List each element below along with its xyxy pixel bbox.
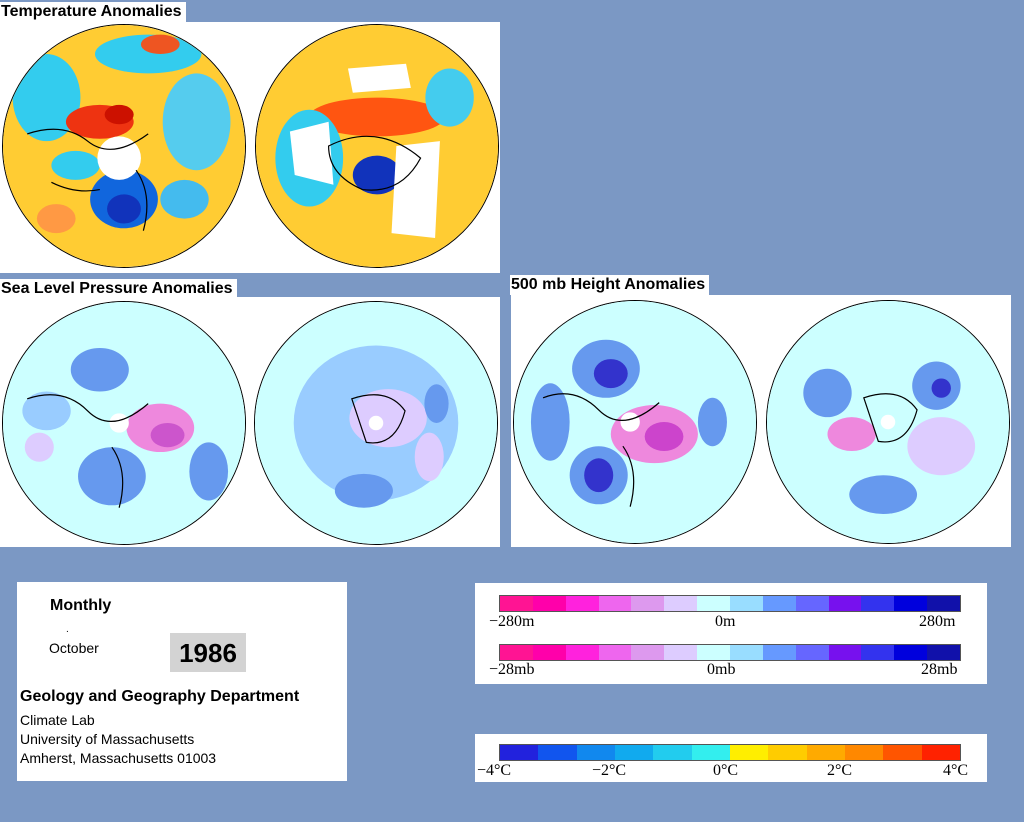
temperature-swatch (883, 745, 922, 760)
height-globe-arctic (513, 300, 757, 544)
pressure-color-bar (499, 644, 961, 661)
temp-tick-plus2: 2°C (827, 762, 853, 779)
pressure-tick-zero: 0mb (707, 661, 736, 678)
temperature-color-bar (499, 744, 961, 761)
slp-globe-arctic (2, 301, 246, 545)
pressure-swatch (828, 645, 862, 660)
temp-tick-minus2: −2°C (592, 762, 627, 779)
temperature-title: Temperature Anomalies (0, 2, 186, 22)
pressure-swatch (500, 645, 533, 660)
anomaly-legend-panel: −280m 0m 280m −28mb 0mb 28mb (475, 583, 987, 684)
pressure-swatch (631, 645, 665, 660)
pressure-swatch (730, 645, 763, 660)
temperature-swatch (806, 745, 845, 760)
height-swatch (828, 596, 862, 611)
year-label: 1986 (170, 633, 246, 672)
height-swatch (664, 596, 698, 611)
temperature-swatch (844, 745, 884, 760)
decorative-dot: . (66, 624, 69, 635)
period-label: Monthly (50, 597, 112, 614)
slp-globe-antarctic (254, 301, 498, 545)
height-swatch (927, 596, 961, 611)
pressure-swatch (697, 645, 731, 660)
temperature-swatch (729, 745, 769, 760)
temperature-swatch (614, 745, 654, 760)
slp-title: Sea Level Pressure Anomalies (0, 279, 237, 299)
height-title: 500 mb Height Anomalies (510, 275, 710, 295)
temperature-swatch (921, 745, 960, 760)
height-swatch (532, 596, 566, 611)
pressure-swatch (565, 645, 599, 660)
temp-tick-plus4: 4°C (943, 762, 969, 779)
month-label: October (49, 640, 99, 656)
pressure-swatch (762, 645, 796, 660)
university-label: University of Massachusetts (20, 731, 195, 747)
temperature-swatch (500, 745, 539, 760)
height-swatch (697, 596, 731, 611)
temperature-swatch (768, 745, 807, 760)
lab-label: Climate Lab (20, 712, 95, 728)
pressure-swatch (532, 645, 566, 660)
info-box: Monthly . October 1986 Geology and Geogr… (17, 582, 347, 781)
temperature-globe-antarctic (255, 24, 499, 268)
height-globe-antarctic (766, 300, 1010, 544)
pressure-swatch (894, 645, 928, 660)
pressure-tick-max: 28mb (921, 661, 958, 678)
height-swatch (631, 596, 665, 611)
temperature-globe-arctic (2, 24, 246, 268)
pressure-tick-min: −28mb (489, 661, 535, 678)
height-tick-min: −280m (489, 613, 535, 630)
pressure-swatch (664, 645, 698, 660)
height-color-bar (499, 595, 961, 612)
height-swatch (565, 596, 599, 611)
height-swatch (894, 596, 928, 611)
temp-tick-zero: 0°C (713, 762, 739, 779)
height-swatch (500, 596, 533, 611)
height-tick-zero: 0m (715, 613, 736, 630)
temperature-legend-panel: −4°C −2°C 0°C 2°C 4°C (475, 734, 987, 782)
pressure-swatch (795, 645, 829, 660)
temp-tick-minus4: −4°C (477, 762, 512, 779)
temperature-swatch (691, 745, 730, 760)
department-label: Geology and Geography Department (20, 688, 300, 705)
temperature-swatch (653, 745, 692, 760)
pressure-swatch (927, 645, 961, 660)
height-swatch (762, 596, 796, 611)
temperature-swatch (538, 745, 577, 760)
height-swatch (795, 596, 829, 611)
height-tick-max: 280m (919, 613, 956, 630)
height-swatch (730, 596, 763, 611)
pressure-swatch (861, 645, 895, 660)
temperature-swatch (576, 745, 615, 760)
address-label: Amherst, Massachusetts 01003 (20, 750, 217, 766)
pressure-swatch (598, 645, 632, 660)
height-swatch (861, 596, 895, 611)
height-swatch (598, 596, 632, 611)
